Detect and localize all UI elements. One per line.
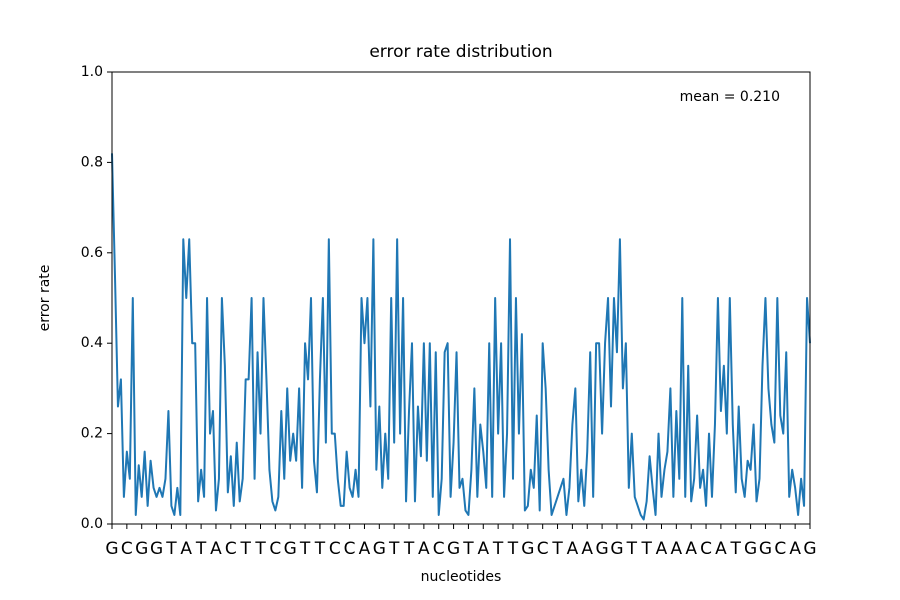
x-tick-label: C <box>269 539 281 559</box>
x-tick-label: A <box>789 539 801 559</box>
y-tick-label: 0.4 <box>81 335 103 351</box>
x-tick-label: T <box>165 539 177 559</box>
x-tick-label: C <box>537 539 549 559</box>
x-tick-label: A <box>671 539 683 559</box>
x-tick-label: T <box>551 539 563 559</box>
x-tick-label: A <box>685 539 697 559</box>
x-tick-label: C <box>225 539 237 559</box>
x-tick-label: T <box>195 539 207 559</box>
plot-frame <box>111 71 811 525</box>
x-tick-label: A <box>581 539 593 559</box>
y-tick-label: 1.0 <box>81 64 103 80</box>
x-tick-label: C <box>329 539 341 559</box>
x-tick-label: T <box>239 539 251 559</box>
x-tick-label: G <box>744 539 757 559</box>
x-tick-label: A <box>210 539 222 559</box>
x-tick-label: T <box>507 539 519 559</box>
x-tick-label: A <box>180 539 192 559</box>
x-tick-label: C <box>433 539 445 559</box>
x-tick-label: G <box>284 539 297 559</box>
x-tick-label: T <box>388 539 400 559</box>
x-tick-label: T <box>314 539 326 559</box>
x-tick-label: A <box>418 539 430 559</box>
x-tick-label: G <box>135 539 148 559</box>
annotation: mean = 0.210 <box>680 89 780 105</box>
x-tick-label: T <box>492 539 504 559</box>
x-tick-label: T <box>254 539 266 559</box>
x-tick-label: G <box>447 539 460 559</box>
data-line <box>111 153 811 521</box>
x-tick-label: A <box>477 539 489 559</box>
x-tick-label: G <box>610 539 623 559</box>
x-tick-label: G <box>150 539 163 559</box>
x-tick-label: A <box>656 539 668 559</box>
x-tick-label: T <box>640 539 652 559</box>
x-axis-label: nucleotides <box>421 569 502 585</box>
x-tick-label: G <box>521 539 534 559</box>
chart-title: error rate distribution <box>369 42 552 62</box>
y-tick-label: 0.8 <box>81 154 103 170</box>
x-tick-label: T <box>462 539 474 559</box>
x-tick-label: A <box>567 539 579 559</box>
x-tick-label: T <box>730 539 742 559</box>
y-tick-label: 0.6 <box>81 245 103 261</box>
x-tick-label: A <box>715 539 727 559</box>
x-tick-label: G <box>759 539 772 559</box>
x-tick-label: G <box>373 539 386 559</box>
x-tick-label: G <box>595 539 608 559</box>
x-tick-label: T <box>403 539 415 559</box>
x-tick-label: A <box>359 539 371 559</box>
x-tick-label: T <box>299 539 311 559</box>
x-tick-label: G <box>803 539 816 559</box>
x-tick-label: C <box>344 539 356 559</box>
x-tick-label: T <box>626 539 638 559</box>
x-tick-label: C <box>121 539 133 559</box>
x-tick-label: C <box>774 539 786 559</box>
x-tick-label: G <box>105 539 118 559</box>
x-tick-label: C <box>700 539 712 559</box>
y-axis-label: error rate <box>37 265 53 332</box>
y-tick-label: 0.2 <box>81 426 103 442</box>
y-tick-label: 0.0 <box>81 516 103 532</box>
